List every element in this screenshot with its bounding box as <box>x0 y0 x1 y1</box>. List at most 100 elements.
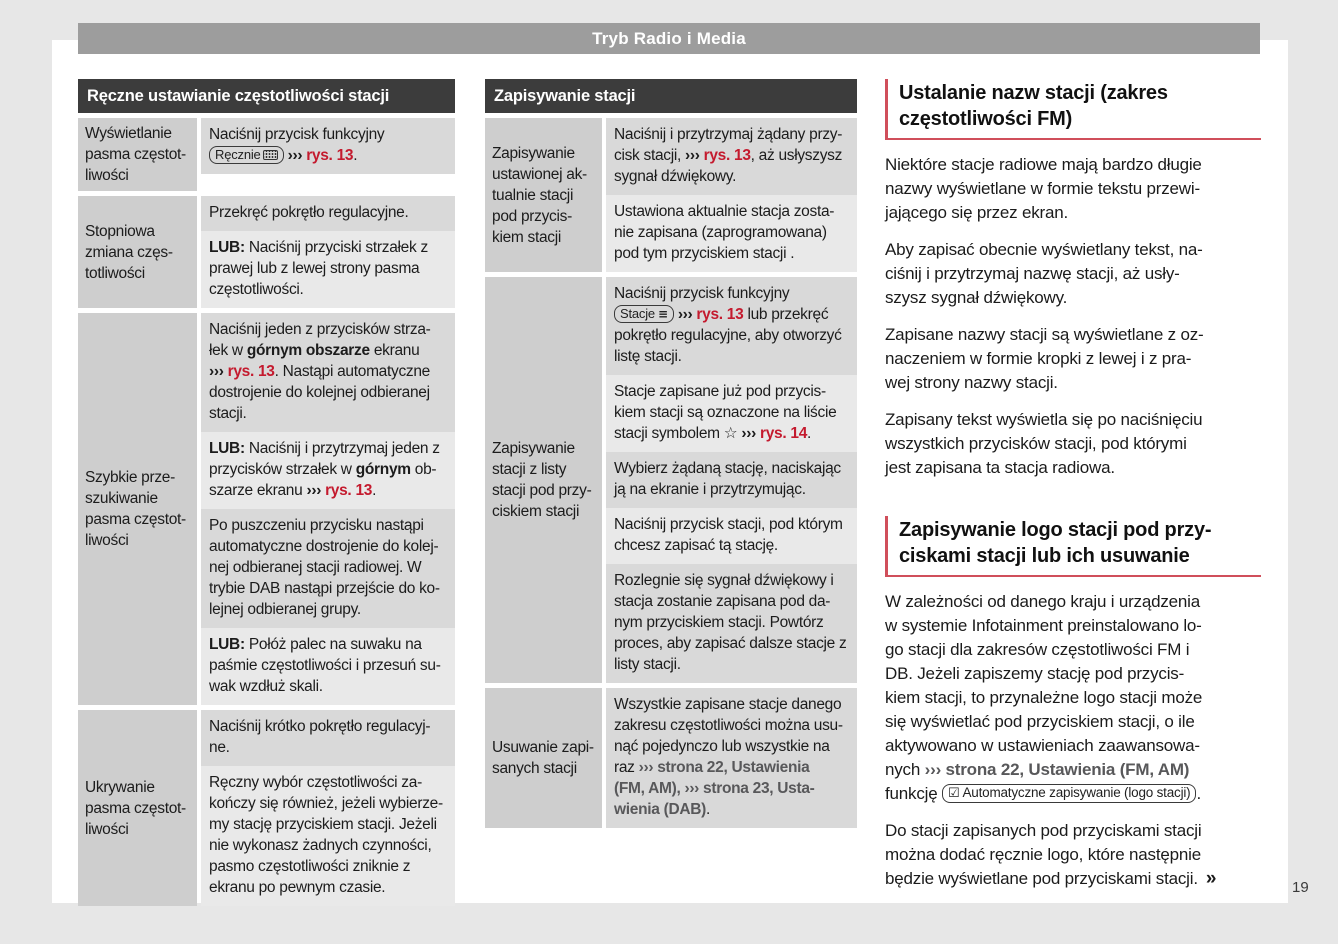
text-segment: Do stacji zapisanych pod przyciskami sta… <box>885 821 1202 888</box>
row-label-cell: Ukrywanie pasma częstot- liwości <box>78 710 197 906</box>
page-reference-link: ››› strona 22, Ustawienia (FM, AM), ››› … <box>614 759 815 818</box>
text-segment: . Nastąpi automatyczne dostrojenie do ko… <box>209 363 430 422</box>
paragraph: Zapisane nazwy stacji są wyświetlane z o… <box>885 323 1261 395</box>
figure-reference: rys. 13 <box>227 363 275 380</box>
text-segment: . <box>1196 784 1202 803</box>
row-content-cell: Ustawiona aktualnie stacja zosta- nie za… <box>606 195 857 272</box>
text-segment: ››› <box>677 306 697 323</box>
star-icon: ☆ <box>723 424 738 442</box>
row-content-cells: Naciśnij przycisk funkcyjny Ręcznie ››› … <box>201 118 455 191</box>
row-content-cell: Naciśnij krótko pokrętło regulacyj- ne. <box>201 710 455 766</box>
text-segment: LUB: <box>209 636 245 653</box>
table-saving-stations: Zapisywanie stacji Zapisywanie ustawionej… <box>485 79 857 828</box>
page-header-bar: Tryb Radio i Media <box>78 23 1260 54</box>
text-segment: ob- szarze ekranu <box>209 461 437 499</box>
row-content-cells: Przekręć pokrętło regulacyjne. LUB: Naciś… <box>201 196 455 308</box>
text-segment: górnym <box>355 461 411 478</box>
row-content-cell: Przekręć pokrętło regulacyjne. <box>201 196 455 231</box>
figure-reference: rys. 13 <box>703 147 751 164</box>
paragraph: Niektóre stacje radiowe mają bardzo dług… <box>885 153 1261 225</box>
text-segment: . <box>372 482 377 499</box>
row-content-cell: Naciśnij przycisk funkcyjny Ręcznie ››› … <box>201 118 455 174</box>
table-title: Zapisywanie stacji <box>485 79 857 113</box>
row-content-cell: Po puszczeniu przycisku nastąpi automaty… <box>201 509 455 628</box>
row-label-cell: Usuwanie zapi- sanych stacji <box>485 688 602 828</box>
list-icon: ≡ <box>657 307 668 321</box>
text-section: Zapisywanie logo stacji pod przy- ciskam… <box>885 516 1261 891</box>
table-row: Usuwanie zapi- sanych stacji Wszystkie za… <box>485 688 857 828</box>
row-label-cell: Stopniowa zmiana częs- totliwości <box>78 196 197 308</box>
text-segment: Po puszczeniu przycisku nastąpi automaty… <box>209 517 440 618</box>
page-number: 19 <box>1292 879 1309 896</box>
text-segment: górnym obszarze <box>246 342 370 359</box>
text-segment: ››› <box>287 147 307 164</box>
text-segment: Połóż palec na suwaku na paśmie częstotl… <box>209 636 441 695</box>
text-segment: Naciśnij jeden z przycisków strza- łek w <box>209 321 431 359</box>
row-content-cell: Rozlegnie się sygnał dźwiękowy i stacja … <box>606 564 857 683</box>
section-heading: Ustalanie nazw stacji (zakres częstotliw… <box>885 79 1261 140</box>
text-segment: LUB: <box>209 440 245 457</box>
text-segment: Zapisane nazwy stacji są wyświetlane z o… <box>885 325 1204 392</box>
figure-reference: rys. 13 <box>306 147 354 164</box>
figure-reference: rys. 14 <box>759 425 808 442</box>
paragraph: Zapisany tekst wyświetla się po naciśnię… <box>885 408 1261 480</box>
text-segment: . <box>807 425 812 442</box>
text-segment: ››› <box>685 147 704 164</box>
row-content-cell: LUB: Połóż palec na suwaku na paśmie czę… <box>201 628 455 705</box>
page-reference-link: ››› strona 22, Ustawienia (FM, AM) <box>924 760 1190 779</box>
row-content-cell: Wybierz żądaną stację, naciskając ją na … <box>606 452 857 508</box>
row-content-cell: Stacje zapisane już pod przycis- kiem st… <box>606 375 857 452</box>
row-label-cell: Zapisywanie stacji z listy stacji pod pr… <box>485 277 602 683</box>
paragraph: Do stacji zapisanych pod przyciskami sta… <box>885 819 1261 891</box>
figure-reference: rys. 13 <box>696 306 744 323</box>
text-segment: Naciśnij przycisk funkcyjny <box>614 285 790 302</box>
text-segment: Niektóre stacje radiowe mają bardzo dług… <box>885 155 1202 222</box>
text-segment: Rozlegnie się sygnał dźwiękowy i stacja … <box>614 572 847 673</box>
row-content-cell: LUB: Naciśnij przyciski strzałek z prawe… <box>201 231 455 308</box>
row-content-cells: Naciśnij krótko pokrętło regulacyj- ne. R… <box>201 710 455 906</box>
text-segment: funkcję <box>885 784 938 803</box>
keyboard-icon <box>262 149 278 160</box>
text-segment: Naciśnij i przytrzymaj jeden z przyciskó… <box>209 440 440 478</box>
text-segment: ››› <box>209 363 228 380</box>
row-content-cells: Wszystkie zapisane stacje danego zakresu… <box>606 688 857 828</box>
text-segment: Naciśnij przycisk stacji, pod którym chc… <box>614 516 843 554</box>
checkbox-icon: ☑ <box>948 786 960 801</box>
section-heading: Zapisywanie logo stacji pod przy- ciskam… <box>885 516 1261 577</box>
table-manual-frequency: Ręczne ustawianie częstotliwości stacji W… <box>78 79 455 906</box>
text-segment: . <box>353 147 358 164</box>
row-label-cell: Zapisywanie ustawionej ak- tualnie stacj… <box>485 118 602 272</box>
right-text-column: Ustalanie nazw stacji (zakres częstotliw… <box>885 79 1261 891</box>
text-segment: Przekręć pokrętło regulacyjne. <box>209 204 409 221</box>
table-row: Szybkie prze- szukiwanie pasma częstot- … <box>78 313 455 705</box>
paragraph: W zależności od danego kraju i urządzeni… <box>885 590 1261 806</box>
text-segment: ››› <box>741 425 760 442</box>
text-segment: , aż usłyszysz sygnał dźwiękowy. <box>614 147 843 185</box>
table-row: Zapisywanie stacji z listy stacji pod pr… <box>485 277 857 683</box>
text-segment: lub przekręć pokrętło regulacyjne, aby o… <box>614 306 842 365</box>
figure-reference: rys. 13 <box>325 482 373 499</box>
row-content-cell: Naciśnij i przytrzymaj żądany przy- cisk… <box>606 118 857 195</box>
table-row: Stopniowa zmiana częs- totliwości Przekrę… <box>78 196 455 308</box>
table-title: Ręczne ustawianie częstotliwości stacji <box>78 79 455 113</box>
text-segment: Ręczny wybór częstotliwości za- kończy s… <box>209 774 443 896</box>
text-segment: LUB: <box>209 239 245 256</box>
paragraph: Aby zapisać obecnie wyświetlany tekst, n… <box>885 238 1261 310</box>
text-segment: Ustawiona aktualnie stacja zosta- nie za… <box>614 203 835 262</box>
row-label-cell: Szybkie prze- szukiwanie pasma częstot- … <box>78 313 197 705</box>
text-segment: . <box>706 801 711 818</box>
function-key-button: Ręcznie <box>209 146 284 164</box>
page-header-title: Tryb Radio i Media <box>592 28 746 48</box>
row-content-cell: Naciśnij jeden z przycisków strza- łek w… <box>201 313 455 432</box>
text-segment: Naciśnij krótko pokrętło regulacyj- ne. <box>209 718 431 756</box>
table-row: Zapisywanie ustawionej ak- tualnie stacj… <box>485 118 857 272</box>
text-segment: Naciśnij przycisk funkcyjny <box>209 126 385 143</box>
text-section: Ustalanie nazw stacji (zakres częstotliw… <box>885 79 1261 480</box>
text-segment: Wszystkie zapisane stacje danego zakresu… <box>614 696 843 776</box>
row-content-cell: Naciśnij przycisk funkcyjny Stacje ≡ ››› … <box>606 277 857 375</box>
function-key-button: ☑ Automatyczne zapisywanie (logo stacji) <box>942 784 1197 803</box>
text-segment: W zależności od danego kraju i urządzeni… <box>885 592 1203 779</box>
text-segment: ››› <box>306 482 326 499</box>
text-segment: Wybierz żądaną stację, naciskając ją na … <box>614 460 841 498</box>
